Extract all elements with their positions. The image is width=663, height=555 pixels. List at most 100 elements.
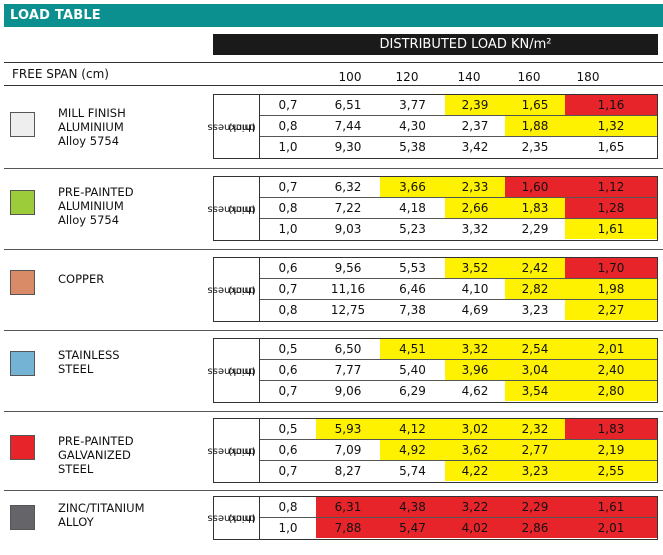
load-value-cell: 3,54 (505, 381, 565, 401)
load-value-cell: 9,56 (334, 261, 362, 275)
thickness-axis-label: thickness (mm) (207, 339, 260, 402)
load-value-cell: 6,50 (334, 342, 362, 356)
thickness-label-line2: (mm) (228, 284, 256, 295)
load-value-cell: 1,12 (565, 177, 657, 197)
table-row: 0,8 12,75 7,38 4,69 3,23 2,27 (260, 300, 657, 321)
material-swatch (10, 190, 35, 215)
load-value-cell: 6,31 (316, 497, 380, 517)
material-swatch (10, 112, 35, 137)
thickness-cell: 1,0 (278, 140, 298, 154)
table-row: 0,8 7,22 4,18 2,66 1,83 1,28 (260, 198, 657, 219)
table-row: 0,6 7,77 5,40 3,96 3,04 2,40 (260, 360, 657, 381)
load-value-cell: 5,74 (399, 464, 426, 478)
span-100: 100 (338, 70, 362, 84)
span-160: 160 (517, 70, 541, 84)
load-value-cell: 1,83 (565, 419, 657, 439)
thickness-cell: 0,7 (278, 180, 298, 194)
span-180: 180 (576, 70, 600, 84)
material-name: STAINLESS STEEL (58, 348, 120, 376)
thickness-cell: 0,8 (278, 201, 298, 215)
thickness-cell: 0,7 (278, 98, 298, 112)
load-value-cell: 7,09 (334, 443, 362, 457)
thickness-cell: 1,0 (278, 521, 298, 535)
load-value-cell: 1,88 (505, 116, 565, 136)
thickness-axis-label: thickness (mm) (207, 497, 260, 539)
thickness-axis-label: thickness (mm) (207, 95, 260, 158)
load-value-cell: 2,29 (521, 222, 549, 236)
load-value-cell: 2,01 (565, 518, 657, 538)
load-value-cell: 2,42 (505, 258, 565, 278)
load-value-cell: 3,32 (445, 339, 505, 359)
thickness-cell: 0,7 (278, 464, 298, 478)
material-load-table: thickness (mm) 0,5 6,50 4,51 3,32 2,54 2,01 0,6 7… (207, 338, 658, 403)
load-value-cell: 1,70 (565, 258, 657, 278)
table-row: 0,7 8,27 5,74 4,22 3,23 2,55 (260, 461, 657, 482)
load-value-cell: 3,66 (380, 177, 445, 197)
table-row: 1,0 9,03 5,23 3,32 2,29 1,61 (260, 219, 657, 240)
thickness-cell: 0,6 (278, 363, 298, 377)
load-value-cell: 7,88 (316, 518, 380, 538)
table-row: 0,5 5,93 4,12 3,02 2,32 1,83 (260, 419, 657, 440)
load-value-cell: 2,82 (505, 279, 565, 299)
thickness-cell: 0,7 (278, 282, 298, 296)
load-value-cell: 5,93 (316, 419, 380, 439)
load-value-cell: 1,61 (565, 497, 657, 517)
material-name: COPPER (58, 272, 105, 286)
load-value-cell: 3,02 (445, 419, 505, 439)
load-value-cell: 2,40 (565, 360, 657, 380)
load-value-cell: 1,16 (565, 95, 657, 115)
load-value-cell: 1,65 (597, 140, 625, 154)
load-value-cell: 1,65 (505, 95, 565, 115)
material-name: PRE-PAINTED GALVANIZED STEEL (58, 434, 134, 476)
table-row: 0,7 6,51 3,77 2,39 1,65 1,16 (260, 95, 657, 116)
group-separator (4, 330, 663, 331)
group-separator (4, 249, 663, 250)
load-value-cell: 9,03 (334, 222, 362, 236)
table-row: 1,0 9,30 5,38 3,42 2,35 1,65 (260, 137, 657, 158)
load-value-cell: 5,40 (399, 363, 426, 377)
material-load-table: thickness (mm) 0,6 9,56 5,53 3,52 2,42 1,70 0,7 1… (207, 257, 658, 322)
load-value-cell: 3,96 (445, 360, 505, 380)
load-value-cell: 2,19 (565, 440, 657, 460)
table-row: 1,0 7,88 5,47 4,02 2,86 2,01 (260, 518, 657, 539)
thickness-axis-label: thickness (mm) (207, 258, 260, 321)
load-value-cell: 3,42 (461, 140, 489, 154)
load-value-cell: 4,51 (380, 339, 445, 359)
load-value-cell: 8,27 (334, 464, 362, 478)
load-value-cell: 9,30 (334, 140, 362, 154)
thickness-cell: 0,6 (278, 443, 298, 457)
thickness-cell: 0,8 (278, 500, 298, 514)
material-swatch (10, 505, 35, 530)
table-row: 0,5 6,50 4,51 3,32 2,54 2,01 (260, 339, 657, 360)
thickness-cell: 0,8 (278, 119, 298, 133)
load-value-cell: 3,32 (461, 222, 489, 236)
thickness-cell: 1,0 (278, 222, 298, 236)
table-row: 0,8 6,31 4,38 3,22 2,29 1,61 (260, 497, 657, 518)
load-value-cell: 2,86 (505, 518, 565, 538)
load-value-cell: 6,51 (334, 98, 362, 112)
load-value-cell: 2,37 (461, 119, 489, 133)
load-value-cell: 3,77 (399, 98, 426, 112)
load-value-cell: 4,12 (380, 419, 445, 439)
distributed-load-header: DISTRIBUTED LOAD KN/m² (213, 34, 658, 55)
thickness-label-line2: (mm) (228, 512, 256, 524)
load-value-cell: 3,23 (521, 303, 549, 317)
load-value-cell: 12,75 (330, 303, 366, 317)
load-value-cell: 4,18 (399, 201, 426, 215)
load-value-cell: 2,80 (565, 381, 657, 401)
load-value-cell: 2,27 (565, 300, 657, 320)
load-value-cell: 2,33 (445, 177, 505, 197)
load-value-cell: 2,54 (505, 339, 565, 359)
thickness-label-line2: (mm) (228, 365, 256, 376)
thickness-axis-label: thickness (mm) (207, 419, 260, 482)
load-value-cell: 4,62 (461, 384, 489, 398)
load-value-cell: 2,77 (505, 440, 565, 460)
load-value-cell: 5,23 (399, 222, 426, 236)
load-value-cell: 3,52 (445, 258, 505, 278)
load-value-cell: 4,30 (399, 119, 426, 133)
load-value-cell: 6,46 (399, 282, 426, 296)
load-value-cell: 5,47 (380, 518, 445, 538)
load-value-cell: 3,22 (445, 497, 505, 517)
group-separator (4, 411, 663, 412)
thickness-label-line2: (mm) (228, 445, 256, 456)
